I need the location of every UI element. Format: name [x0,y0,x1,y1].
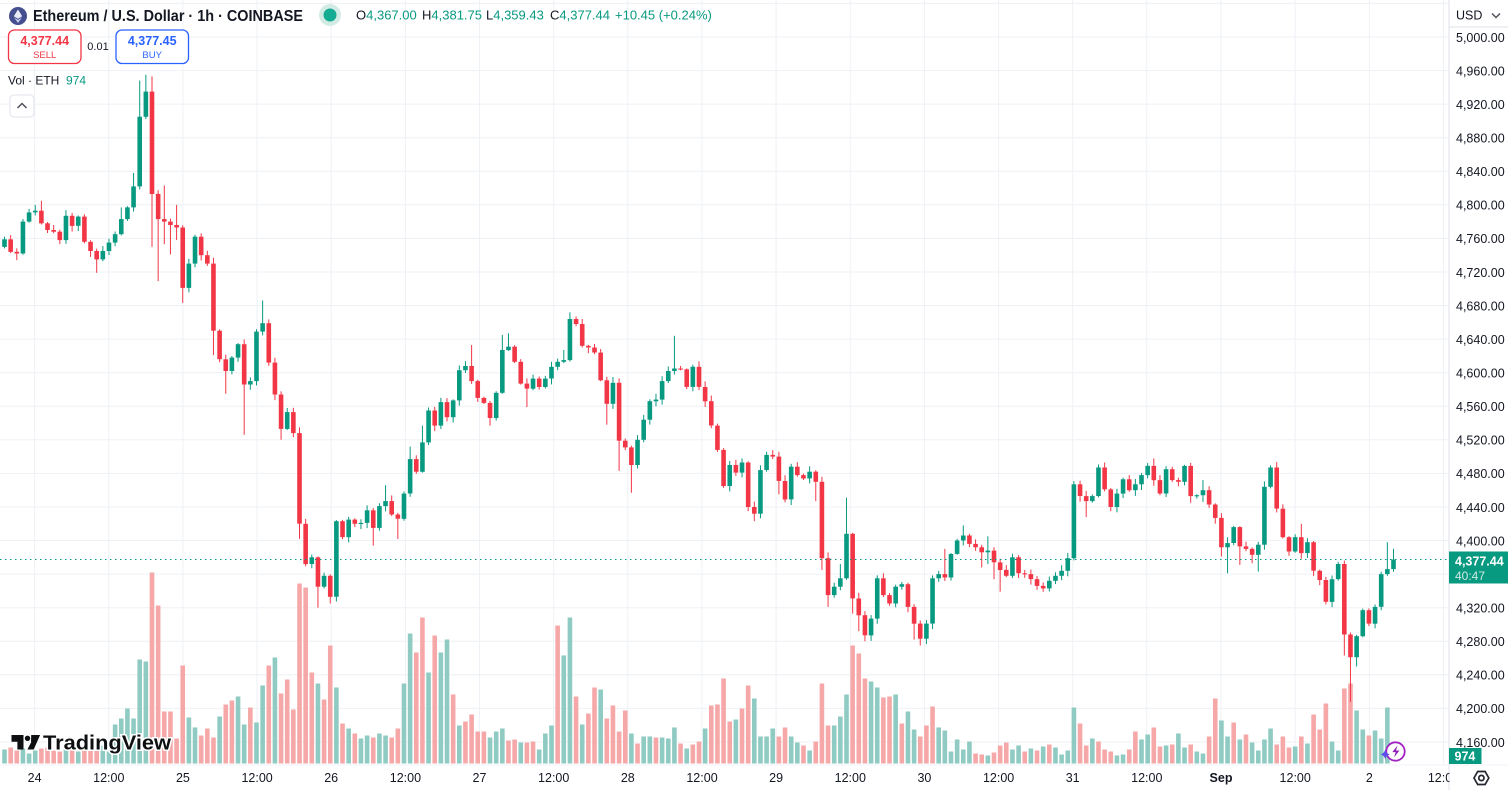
svg-text:2: 2 [1366,771,1373,785]
svg-text:SELL: SELL [33,50,56,61]
svg-text:4,600.00: 4,600.00 [1456,367,1505,381]
svg-text:4,377.44: 4,377.44 [20,34,69,48]
svg-text:40:47: 40:47 [1455,569,1485,583]
svg-text:12:00: 12:00 [835,771,866,785]
svg-text:12:00: 12:00 [1280,771,1311,785]
svg-text:28: 28 [621,771,635,785]
svg-text:4,377.45: 4,377.45 [128,34,177,48]
svg-text:+10.45 (+0.24%): +10.45 (+0.24%) [615,8,712,23]
svg-text:4,320.00: 4,320.00 [1456,602,1505,616]
svg-text:Vol · ETH: Vol · ETH [8,74,59,88]
svg-text:0.01: 0.01 [87,41,108,53]
svg-text:TradingView: TradingView [43,733,171,755]
svg-text:4,200.00: 4,200.00 [1456,702,1505,716]
svg-text:4,640.00: 4,640.00 [1456,333,1505,347]
svg-text:12:00: 12:00 [983,771,1014,785]
svg-text:4,880.00: 4,880.00 [1456,132,1505,146]
svg-text:4,400.00: 4,400.00 [1456,534,1505,548]
svg-text:12:00: 12:00 [390,771,421,785]
svg-text:H4,381.75: H4,381.75 [422,8,482,23]
svg-text:C4,377.44: C4,377.44 [550,8,610,23]
svg-text:4,280.00: 4,280.00 [1456,635,1505,649]
svg-text:USD: USD [1456,9,1482,23]
svg-text:4,720.00: 4,720.00 [1456,266,1505,280]
svg-text:25: 25 [176,771,190,785]
svg-text:Ethereum / U.S. Dollar · 1h ·: Ethereum / U.S. Dollar · 1h · COINBASE [33,8,303,25]
svg-text:L4,359.43: L4,359.43 [486,8,544,23]
svg-text:4,377.44: 4,377.44 [1455,555,1504,569]
svg-text:4,840.00: 4,840.00 [1456,165,1505,179]
svg-text:5,000.00: 5,000.00 [1456,31,1505,45]
svg-text:12:00: 12:00 [93,771,124,785]
svg-text:4,560.00: 4,560.00 [1456,400,1505,414]
svg-text:4,440.00: 4,440.00 [1456,501,1505,515]
svg-text:12:00: 12:00 [1131,771,1162,785]
svg-text:24: 24 [28,771,42,785]
svg-text:4,760.00: 4,760.00 [1456,232,1505,246]
svg-text:4,920.00: 4,920.00 [1456,98,1505,112]
svg-text:4,240.00: 4,240.00 [1456,669,1505,683]
svg-text:27: 27 [473,771,487,785]
svg-text:4,960.00: 4,960.00 [1456,64,1505,78]
svg-text:O4,367.00: O4,367.00 [356,8,417,23]
svg-text:BUY: BUY [142,50,162,61]
svg-text:4,800.00: 4,800.00 [1456,199,1505,213]
svg-text:4,520.00: 4,520.00 [1456,434,1505,448]
svg-text:26: 26 [324,771,338,785]
svg-text:974: 974 [66,74,86,88]
svg-text:Sep: Sep [1210,771,1233,785]
svg-text:4,680.00: 4,680.00 [1456,299,1505,313]
svg-text:30: 30 [917,771,931,785]
svg-text:12:00: 12:00 [241,771,272,785]
svg-text:974: 974 [1455,750,1476,764]
svg-text:12:00: 12:00 [686,771,717,785]
svg-text:4,480.00: 4,480.00 [1456,467,1505,481]
svg-text:29: 29 [769,771,783,785]
svg-text:12:00: 12:00 [538,771,569,785]
svg-text:31: 31 [1066,771,1080,785]
svg-text:4,160.00: 4,160.00 [1456,736,1505,750]
